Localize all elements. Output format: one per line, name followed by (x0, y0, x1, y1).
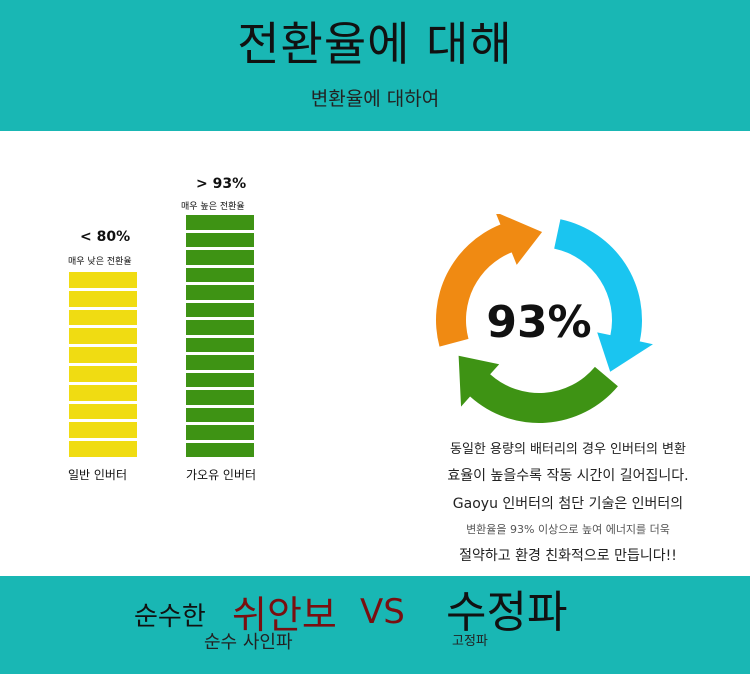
footer-square-cn: 수정파 (446, 587, 568, 638)
bar-2-segment (186, 372, 254, 387)
bar-1-segment (69, 290, 137, 307)
bar-1-stack (69, 272, 137, 460)
bar-2-segment (186, 232, 254, 247)
cycle-arrow-orange (436, 214, 543, 347)
cycle-arrows-graphic: 93% (436, 214, 653, 423)
bar-1-percent: < 80% (80, 229, 131, 245)
description-line-4: 변환율을 93% 이상으로 높여 에너지를 더욱 (466, 523, 670, 536)
footer-pure-cn: 쉬안보 (232, 593, 337, 637)
bar-1-segment (69, 328, 137, 345)
cycle-percent: 93% (486, 297, 591, 348)
bar-2-stack (186, 215, 254, 460)
bar-1-segment (69, 347, 137, 363)
bar-1-name: 일반 인버터 (68, 468, 128, 482)
bar-2-segment (186, 215, 254, 230)
bar-2-percent: > 93% (196, 176, 247, 192)
bar-2-segment (186, 267, 254, 282)
description-line-2: 효율이 높을수록 작동 시간이 길어집니다. (447, 468, 689, 484)
header-banner (0, 0, 750, 131)
bar-2-segment (186, 355, 254, 370)
bar-2-name: 가오유 인버터 (186, 468, 257, 482)
description: 동일한 용량의 배터리의 경우 인버터의 변환 효율이 높을수록 작동 시간이 … (418, 438, 718, 573)
bar-1-segment (69, 441, 137, 457)
bar-2-segment (186, 390, 254, 405)
bar-1-segment (69, 422, 137, 439)
bar-1-segment (69, 309, 137, 326)
page-subtitle: 변환율에 대하여 (310, 88, 440, 110)
bar-2-segment (186, 407, 254, 422)
cycle-arrow-blue (554, 219, 653, 372)
bar-1-segment (69, 272, 137, 288)
footer-banner (0, 576, 750, 674)
bar-2-segment (186, 337, 254, 352)
description-line-1: 동일한 용량의 배터리의 경우 인버터의 변환 (450, 442, 686, 457)
footer-vs: VS (360, 592, 405, 632)
cycle-arrow-green (458, 355, 618, 423)
bar-2-segment (186, 425, 254, 440)
bar-1-caption: 매우 낮은 전환율 (68, 257, 132, 267)
bar-2-caption: 매우 높은 전환율 (181, 202, 245, 212)
bar-1-segment (69, 384, 137, 401)
footer-pure-label: 순수한 (134, 602, 206, 632)
bar-2-segment (186, 320, 254, 335)
bar-2-segment (186, 250, 254, 265)
description-line-3: Gaoyu 인버터의 첨단 기술은 인버터의 (452, 496, 684, 512)
bar-1-segment (69, 403, 137, 420)
footer-pure-sub: 순수 사인파 (204, 632, 293, 653)
bar-2-segment (186, 302, 254, 317)
footer-square-sub: 고정파 (452, 634, 488, 649)
bar-2-segment (186, 442, 254, 457)
bar-2-segment (186, 285, 254, 300)
bar-1-segment (69, 366, 137, 382)
description-line-5: 절약하고 환경 친화적으로 만듭니다!! (459, 548, 677, 564)
page-title: 전환율에 대해 (237, 17, 513, 71)
